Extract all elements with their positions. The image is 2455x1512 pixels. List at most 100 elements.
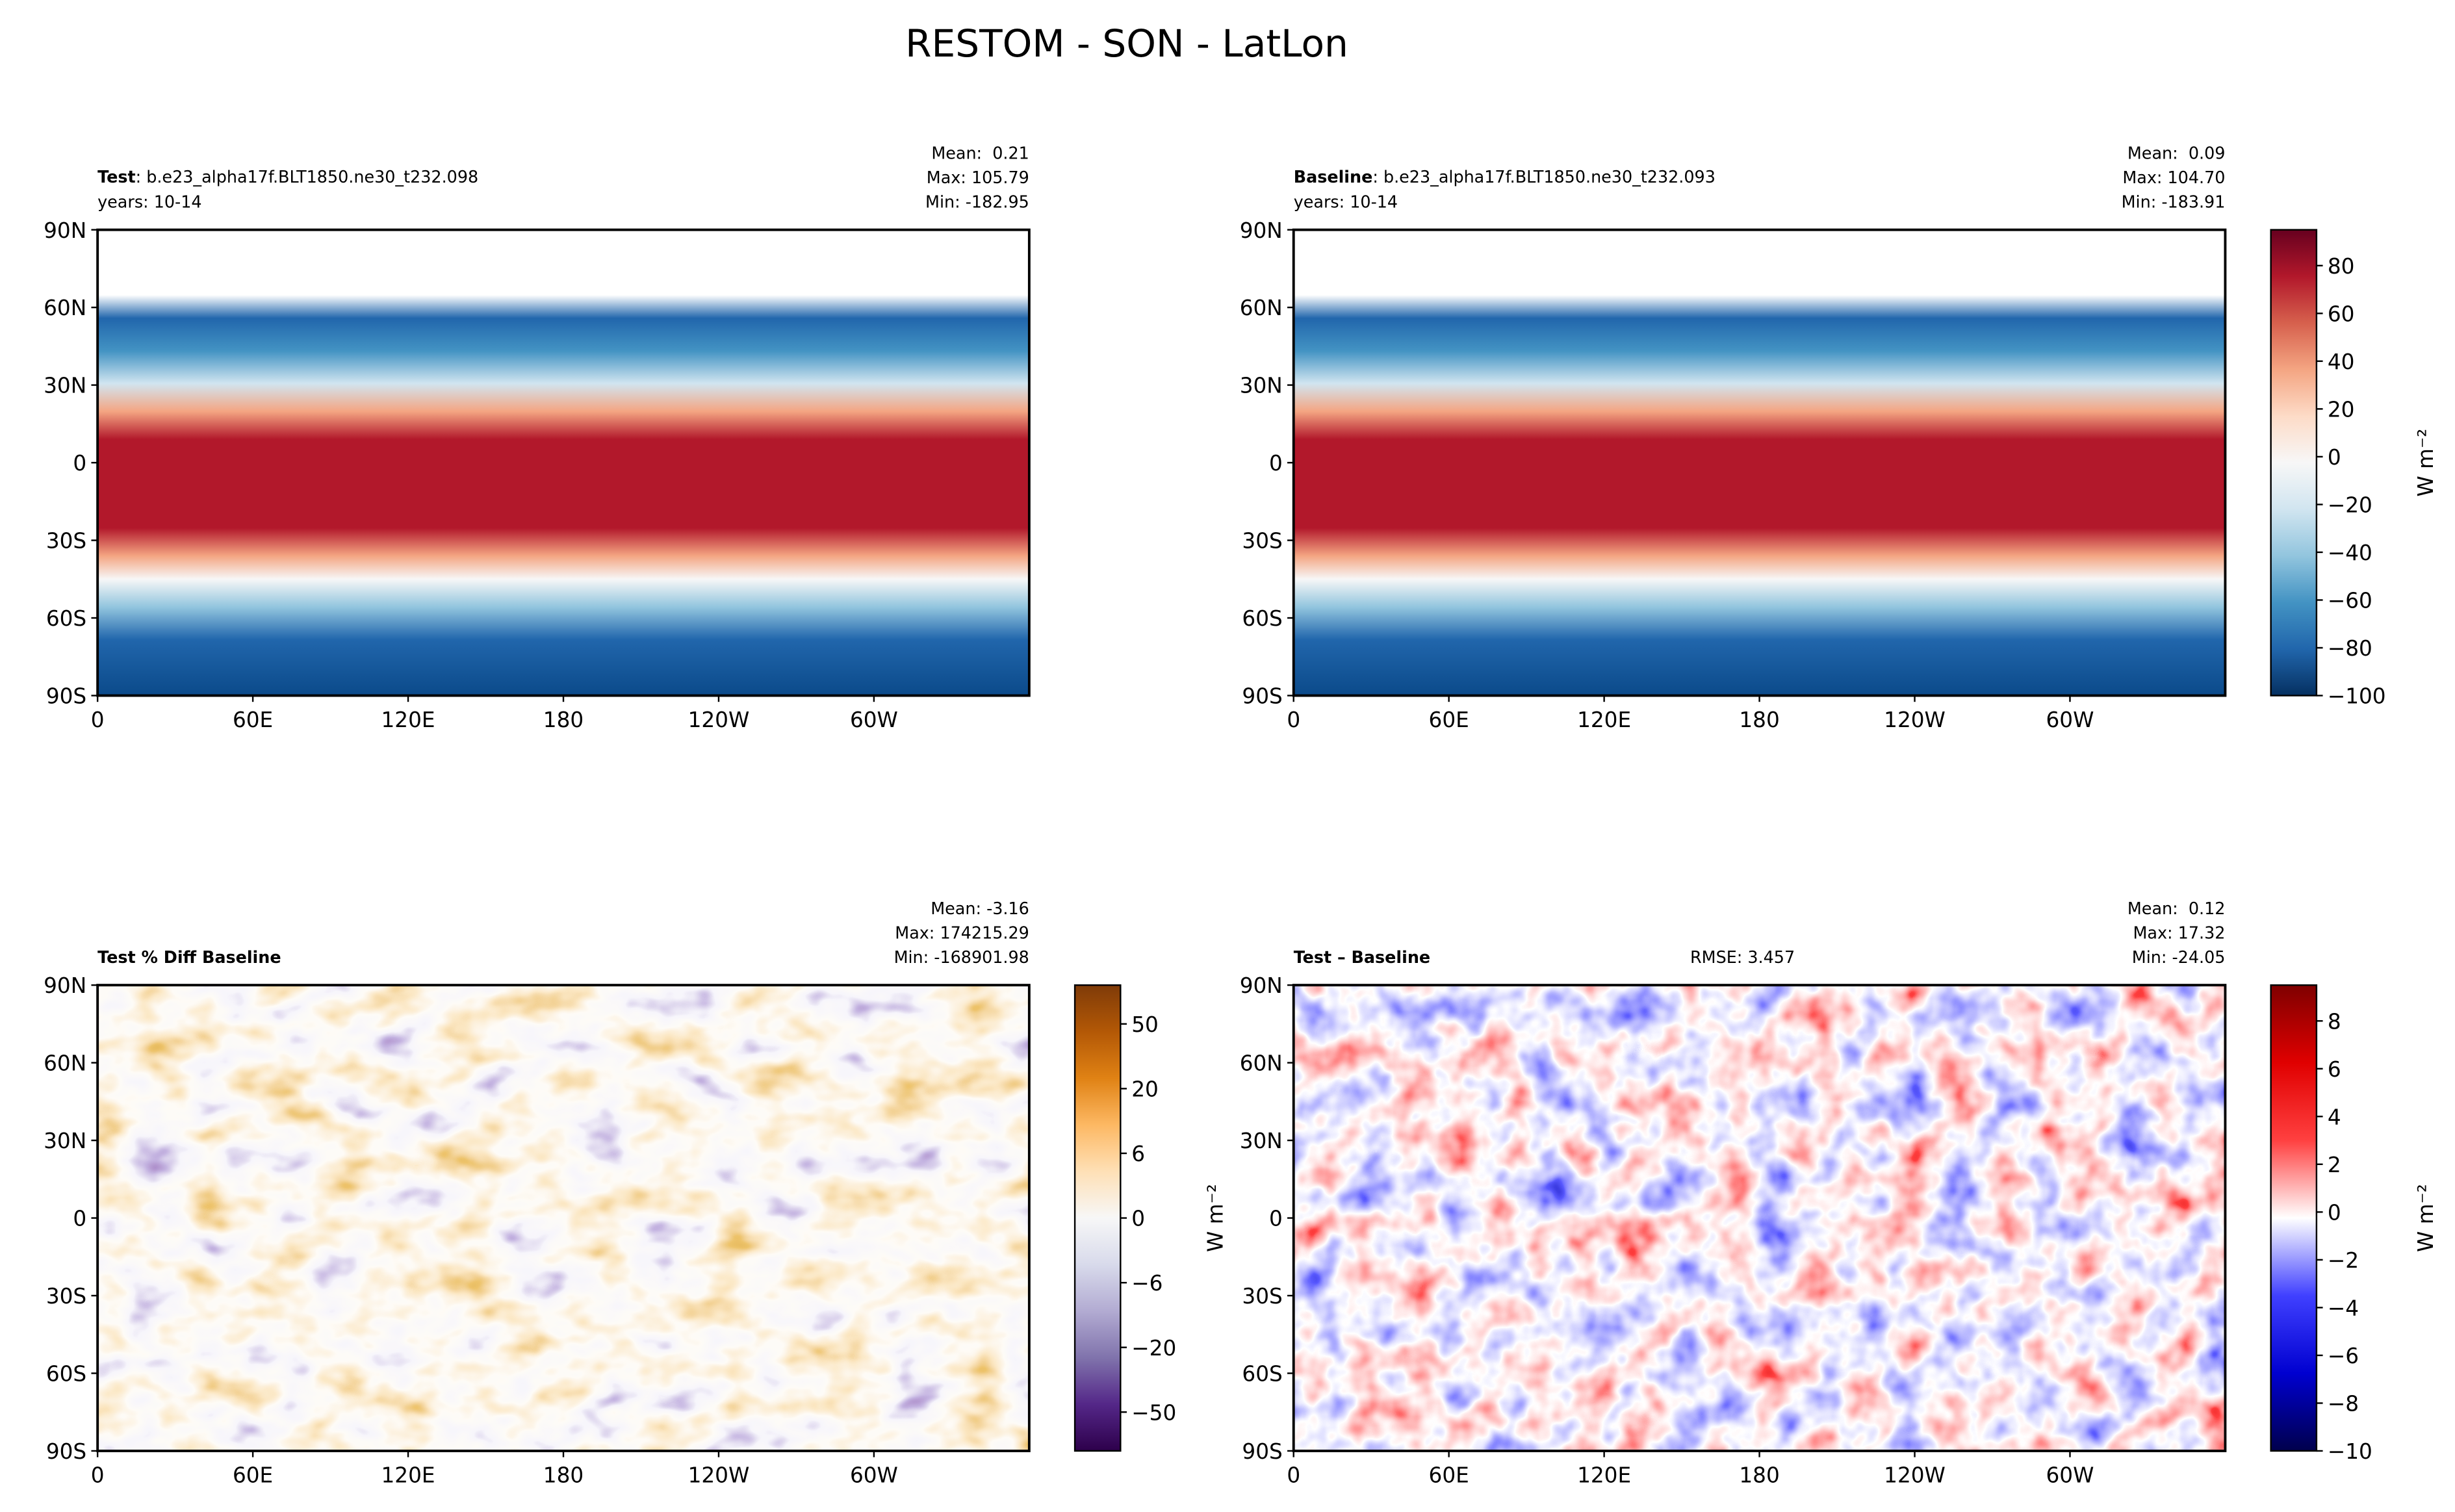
lon-tick-label: 60W: [850, 708, 898, 732]
stat: Max: 105.79: [927, 168, 1029, 187]
lat-tick-label: 30N: [44, 374, 86, 398]
lat-tick-label: 90S: [46, 684, 86, 709]
colorbar-tick-label: −40: [2328, 541, 2372, 565]
lon-tick-label: 0: [1287, 708, 1300, 732]
stat: Min: -24.05: [2132, 947, 2226, 967]
colorbar-tick-label: 0: [2328, 1200, 2341, 1225]
lon-tick-label: 0: [91, 708, 105, 732]
colorbar-tick-label: −6: [2328, 1344, 2359, 1368]
colorbar-tick-label: −100: [2328, 684, 2386, 709]
colorbar-tick-label: 6: [2328, 1057, 2341, 1082]
colorbar: [2270, 984, 2318, 1452]
lon-tick-label: 120E: [381, 708, 435, 732]
panel-title-name: Test: [97, 167, 135, 186]
lon-tick-label: 180: [1739, 708, 1779, 732]
lon-tick-label: 60E: [1429, 1463, 1469, 1487]
panel-title: Test % Diff Baseline: [97, 947, 281, 967]
colorbar: [1073, 984, 1122, 1452]
colorbar-tick-label: 60: [2328, 301, 2355, 326]
lat-tick-label: 60N: [1240, 1051, 1283, 1076]
lat-tick-label: 60S: [1242, 606, 1282, 631]
lat-tick-label: 30S: [46, 1284, 86, 1309]
map-field: [97, 985, 1029, 1451]
lon-tick-label: 120W: [1884, 708, 1946, 732]
colorbar-tick-label: −50: [1131, 1400, 1176, 1425]
stat: Mean: 0.12: [2127, 899, 2226, 918]
colorbar-tick-label: −10: [2328, 1439, 2372, 1464]
colorbar-tick-label: 6: [1131, 1142, 1145, 1166]
lon-tick-label: 120E: [1577, 708, 1631, 732]
colorbar-tick-label: 0: [1131, 1207, 1145, 1231]
lat-tick-label: 30N: [1240, 374, 1283, 398]
colorbar-label: W m⁻²: [1203, 1184, 1228, 1252]
colorbar-tick-label: 20: [2328, 397, 2355, 422]
panel-title: Test – Baseline: [1294, 947, 1430, 967]
lat-tick-label: 60N: [44, 1051, 86, 1076]
colorbar-tick-label: 4: [2328, 1105, 2341, 1129]
lat-tick-label: 90S: [1242, 684, 1282, 709]
years: years: 10-14: [97, 192, 201, 212]
colorbar-tick-label: 0: [2328, 445, 2341, 470]
case-name: : b.e23_alpha17f.BLT1850.ne30_t232.093: [1372, 167, 1716, 186]
lat-tick-label: 60N: [44, 296, 86, 320]
lat-tick-label: 90N: [1240, 218, 1283, 243]
lon-tick-label: 60W: [2046, 708, 2094, 732]
lat-tick-label: 30S: [1242, 529, 1282, 554]
stat: Mean: 0.21: [931, 144, 1029, 163]
lat-tick-label: 90S: [46, 1439, 86, 1464]
panel-title-name: Test – Baseline: [1294, 947, 1430, 967]
lon-tick-label: 60E: [233, 708, 273, 732]
case-name: : b.e23_alpha17f.BLT1850.ne30_t232.098: [136, 167, 479, 186]
lat-tick-label: 90N: [44, 973, 86, 998]
lon-tick-label: 120E: [1577, 1463, 1631, 1487]
lon-tick-label: 120W: [688, 708, 750, 732]
lon-tick-label: 120E: [381, 1463, 435, 1487]
lat-tick-label: 30S: [46, 529, 86, 554]
panel-title-name: Baseline: [1294, 167, 1373, 186]
stat: Min: -168901.98: [894, 947, 1029, 967]
panel-title: Baseline: b.e23_alpha17f.BLT1850.ne30_t2…: [1294, 167, 1716, 186]
colorbar-tick-label: −6: [1131, 1271, 1163, 1296]
lon-tick-label: 0: [91, 1463, 105, 1487]
panel-title-name: Test % Diff Baseline: [97, 947, 281, 967]
colorbar-label: W m⁻²: [2413, 429, 2438, 497]
stat: Max: 104.70: [2122, 168, 2225, 187]
colorbar-tick-label: −20: [2328, 493, 2372, 518]
lat-tick-label: 60S: [46, 606, 86, 631]
map-field: [1293, 985, 2226, 1451]
map-field: [1293, 229, 2226, 696]
colorbar-tick-label: −80: [2328, 636, 2372, 661]
colorbar-tick-label: −8: [2328, 1392, 2359, 1416]
stat: Min: -183.91: [2122, 192, 2226, 212]
lat-tick-label: 30N: [44, 1129, 86, 1153]
stat: Max: 17.32: [2133, 923, 2226, 943]
lat-tick-label: 90N: [44, 218, 86, 243]
colorbar: [2270, 229, 2318, 697]
map-field: [97, 229, 1029, 696]
stat: Mean: -3.16: [931, 899, 1029, 918]
rmse: RMSE: 3.457: [1690, 947, 1795, 967]
lat-tick-label: 90S: [1242, 1439, 1282, 1464]
colorbar-tick-label: 50: [1131, 1012, 1159, 1037]
lon-tick-label: 180: [1739, 1463, 1779, 1487]
colorbar-tick-label: −4: [2328, 1296, 2359, 1321]
colorbar-tick-label: 40: [2328, 350, 2355, 374]
lon-tick-label: 180: [543, 708, 584, 732]
lon-tick-label: 180: [543, 1463, 584, 1487]
lat-tick-label: 30N: [1240, 1129, 1283, 1153]
lon-tick-label: 60W: [850, 1463, 898, 1487]
lat-tick-label: 60S: [1242, 1362, 1282, 1387]
colorbar-tick-label: −20: [1131, 1336, 1176, 1361]
lat-tick-label: 90N: [1240, 973, 1283, 998]
lon-tick-label: 60E: [1429, 708, 1469, 732]
figure-title: RESTOM - SON - LatLon: [905, 21, 1348, 66]
lat-tick-label: 0: [73, 1207, 86, 1231]
stat: Min: -182.95: [925, 192, 1029, 212]
lon-tick-label: 60E: [233, 1463, 273, 1487]
lat-tick-label: 30S: [1242, 1284, 1282, 1309]
lat-tick-label: 0: [1269, 451, 1283, 476]
lat-tick-label: 60S: [46, 1362, 86, 1387]
lon-tick-label: 120W: [688, 1463, 750, 1487]
lat-tick-label: 60N: [1240, 296, 1283, 320]
